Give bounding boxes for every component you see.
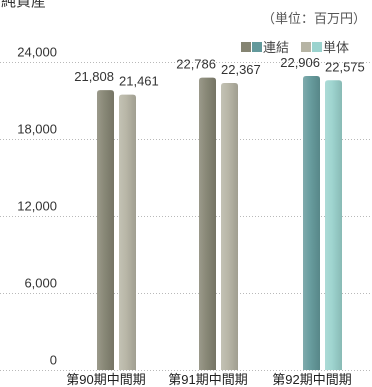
data-label: 22,367: [221, 62, 261, 77]
x-tick-label: 第91期中間期: [168, 372, 247, 387]
unit-label: （単位：百万円）: [262, 11, 366, 26]
y-tick-label: 6,000: [24, 276, 57, 291]
y-tick-label: 24,000: [17, 45, 57, 60]
data-label: 22,906: [280, 55, 320, 70]
legend-swatch: [312, 42, 322, 52]
legend-item-standalone: 単体: [301, 40, 349, 55]
bar: [97, 90, 114, 370]
bar: [303, 76, 320, 370]
y-axis-labels: 0 6,000 12,000 18,000 24,000: [17, 45, 57, 368]
x-axis-labels: 第90期中間期 第91期中間期 第92期中間期: [66, 372, 351, 387]
data-label: 21,461: [119, 74, 159, 89]
data-labels: 21,808 22,786 22,906 21,461 22,367 22,575: [74, 55, 365, 89]
legend-item-consolidated: 連結: [241, 40, 289, 55]
legend-swatch: [301, 42, 311, 52]
legend-swatch: [252, 42, 262, 52]
data-label: 21,808: [74, 69, 114, 84]
x-tick-label: 第90期中間期: [66, 372, 145, 387]
y-tick-label: 12,000: [17, 199, 57, 214]
data-label: 22,575: [325, 59, 365, 74]
bar: [221, 82, 238, 370]
bar: [199, 77, 216, 371]
bar: [119, 94, 136, 370]
x-tick-label: 第92期中間期: [272, 372, 351, 387]
legend-label: 単体: [323, 40, 349, 55]
legend: 連結 単体: [241, 40, 349, 55]
bars: [97, 76, 342, 371]
bar: [325, 80, 342, 370]
data-label: 22,786: [176, 57, 216, 72]
legend-swatch: [241, 42, 251, 52]
chart-title: 純資産: [1, 0, 46, 10]
y-tick-label: 18,000: [17, 122, 57, 137]
legend-label: 連結: [263, 40, 289, 55]
y-tick-label: 0: [50, 353, 57, 368]
